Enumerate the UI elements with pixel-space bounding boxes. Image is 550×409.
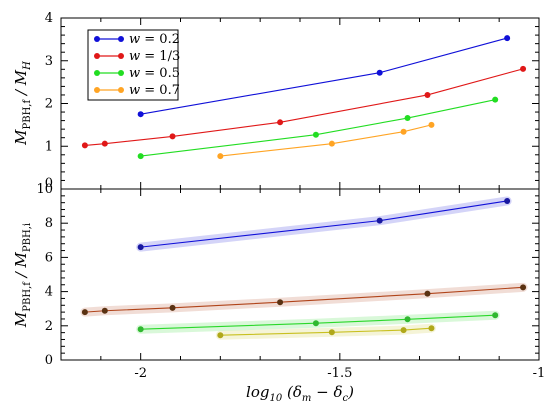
- legend-marker: [94, 70, 100, 76]
- data-point: [424, 91, 431, 98]
- y-tick-label: 10: [36, 182, 53, 197]
- data-point: [312, 131, 319, 138]
- x-tick-label: -1: [533, 366, 546, 381]
- top-panel-series: [81, 35, 527, 160]
- data-point: [217, 153, 224, 160]
- y-tick-label: 4: [45, 285, 53, 300]
- y-tick-label: 2: [45, 97, 53, 112]
- y-tick-label: 3: [45, 54, 53, 69]
- data-point: [328, 329, 335, 336]
- data-point: [277, 119, 284, 126]
- data-point: [400, 128, 407, 135]
- y-tick-label: 0: [45, 353, 53, 368]
- y-tick-label: 0: [45, 176, 53, 191]
- y-tick-label: 8: [45, 216, 53, 231]
- legend-label-1: w = 0.2: [129, 32, 180, 47]
- legend-marker: [118, 36, 124, 42]
- series-line: [220, 327, 432, 336]
- data-point: [312, 320, 319, 327]
- data-point: [520, 284, 527, 291]
- x-axis-label: log10 (δm − δc): [246, 383, 354, 404]
- bottom-y-axis-label: MPBH,f / MPBH,i: [12, 223, 33, 328]
- legend: w = 0.2 w = 1/3 w = 0.5 w = 0.7: [87, 29, 180, 101]
- series-line: [84, 68, 524, 146]
- y-tick-label: 4: [45, 11, 53, 26]
- data-point: [101, 140, 108, 147]
- data-point: [101, 307, 108, 314]
- data-point: [137, 153, 144, 160]
- data-point: [137, 244, 144, 251]
- data-point: [169, 304, 176, 311]
- x-tick-label: -1.5: [327, 366, 352, 381]
- data-point: [81, 309, 88, 316]
- data-point: [504, 197, 511, 204]
- data-point: [428, 121, 435, 128]
- data-point: [404, 115, 411, 122]
- data-point: [404, 316, 411, 323]
- series-line: [140, 37, 508, 115]
- data-point: [376, 69, 383, 76]
- legend-label-3: w = 0.5: [129, 66, 180, 81]
- data-point: [217, 332, 224, 339]
- legend-label-4: w = 0.7: [129, 83, 180, 98]
- data-point: [400, 327, 407, 334]
- y-tick-label: 1: [45, 139, 53, 154]
- legend-marker: [118, 53, 124, 59]
- y-tick-label: 2: [45, 319, 53, 334]
- data-point: [277, 299, 284, 306]
- data-point: [169, 133, 176, 140]
- top-y-axis-label: MPBH,f / MH: [12, 61, 33, 146]
- y-tick-label: 6: [45, 250, 53, 265]
- data-point: [137, 326, 144, 333]
- series-line: [220, 124, 432, 157]
- series-line: [140, 99, 496, 157]
- top-panel-ticks: 0 1 2 3 4: [45, 11, 540, 191]
- legend-marker: [94, 53, 100, 59]
- legend-marker: [94, 87, 100, 93]
- data-point: [424, 290, 431, 297]
- bottom-panel-series: [80, 196, 528, 340]
- legend-marker: [118, 70, 124, 76]
- legend-marker: [118, 87, 124, 93]
- data-point: [428, 325, 435, 332]
- data-point: [504, 35, 511, 42]
- data-point: [520, 65, 527, 72]
- series-line: [140, 314, 496, 330]
- data-point: [328, 140, 335, 147]
- legend-marker: [94, 36, 100, 42]
- series-glow: [136, 196, 512, 252]
- data-point: [81, 142, 88, 149]
- data-point: [137, 111, 144, 118]
- data-point: [492, 312, 499, 319]
- series-line: [84, 286, 524, 313]
- data-point: [492, 96, 499, 103]
- data-point: [376, 217, 383, 224]
- legend-label-2: w = 1/3: [129, 49, 180, 64]
- bottom-panel-ticks: 0 2 4 6 8 10 -2 -1.5 -1: [36, 182, 545, 381]
- legend-box: [87, 29, 179, 101]
- x-tick-label: -2: [134, 366, 147, 381]
